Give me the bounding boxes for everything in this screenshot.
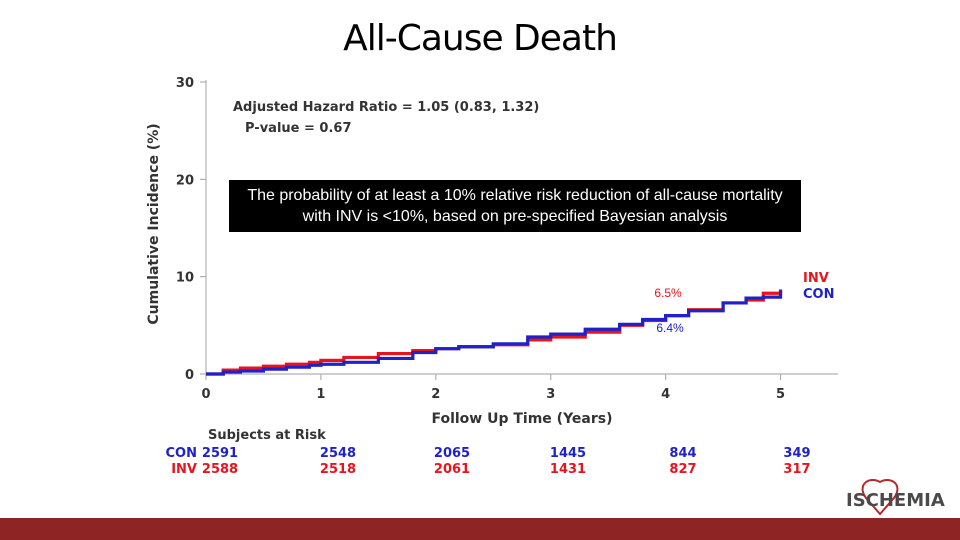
risk-cell: 827	[669, 462, 696, 477]
x-tick-label: 1	[316, 387, 325, 402]
inv-end-label: 6.5%	[654, 286, 682, 300]
risk-cell: 2065	[434, 446, 470, 461]
y-tick-label: 30	[176, 76, 194, 91]
legend-label-inv: INV	[803, 271, 829, 286]
series-line-con	[206, 290, 783, 376]
bottom-accent-bar	[0, 518, 960, 540]
risk-row-label-inv: INV	[171, 462, 197, 477]
risk-cell: 349	[783, 446, 810, 461]
series-line-inv	[206, 289, 783, 376]
ischemia-logo: ISCHEMIA	[840, 478, 956, 522]
con-end-label: 6.4%	[656, 321, 684, 335]
y-tick-label: 20	[176, 173, 194, 188]
risk-table-title: Subjects at Risk	[208, 428, 326, 443]
bayesian-callout: The probability of at least a 10% relati…	[229, 180, 801, 232]
risk-cell: 317	[783, 462, 810, 477]
risk-cell: 2588	[202, 462, 238, 477]
p-value-text: P-value = 0.67	[245, 121, 352, 136]
y-axis-title: Cumulative Incidence (%)	[146, 123, 162, 324]
x-tick-label: 0	[201, 387, 210, 402]
y-tick-label: 0	[185, 368, 194, 383]
risk-cell: 1431	[550, 462, 586, 477]
risk-cell: 2548	[320, 446, 356, 461]
risk-cell: 844	[669, 446, 696, 461]
hazard-ratio-text: Adjusted Hazard Ratio = 1.05 (0.83, 1.32…	[233, 100, 539, 115]
x-tick-label: 2	[431, 387, 440, 402]
heart-logo-icon	[861, 479, 899, 516]
x-axis-title: Follow Up Time (Years)	[431, 411, 612, 427]
legend-label-con: CON	[803, 287, 834, 302]
x-tick-label: 5	[776, 387, 785, 402]
slide-title: All-Cause Death	[343, 18, 618, 59]
risk-cell: 1445	[550, 446, 586, 461]
risk-cell: 2591	[202, 446, 238, 461]
logo-text: ISCHEMIA	[846, 490, 945, 511]
risk-cell: 2518	[320, 462, 356, 477]
y-tick-label: 10	[176, 271, 194, 286]
risk-row-label-con: CON	[166, 446, 197, 461]
x-tick-label: 3	[546, 387, 555, 402]
risk-cell: 2061	[434, 462, 470, 477]
x-tick-label: 4	[661, 387, 670, 402]
